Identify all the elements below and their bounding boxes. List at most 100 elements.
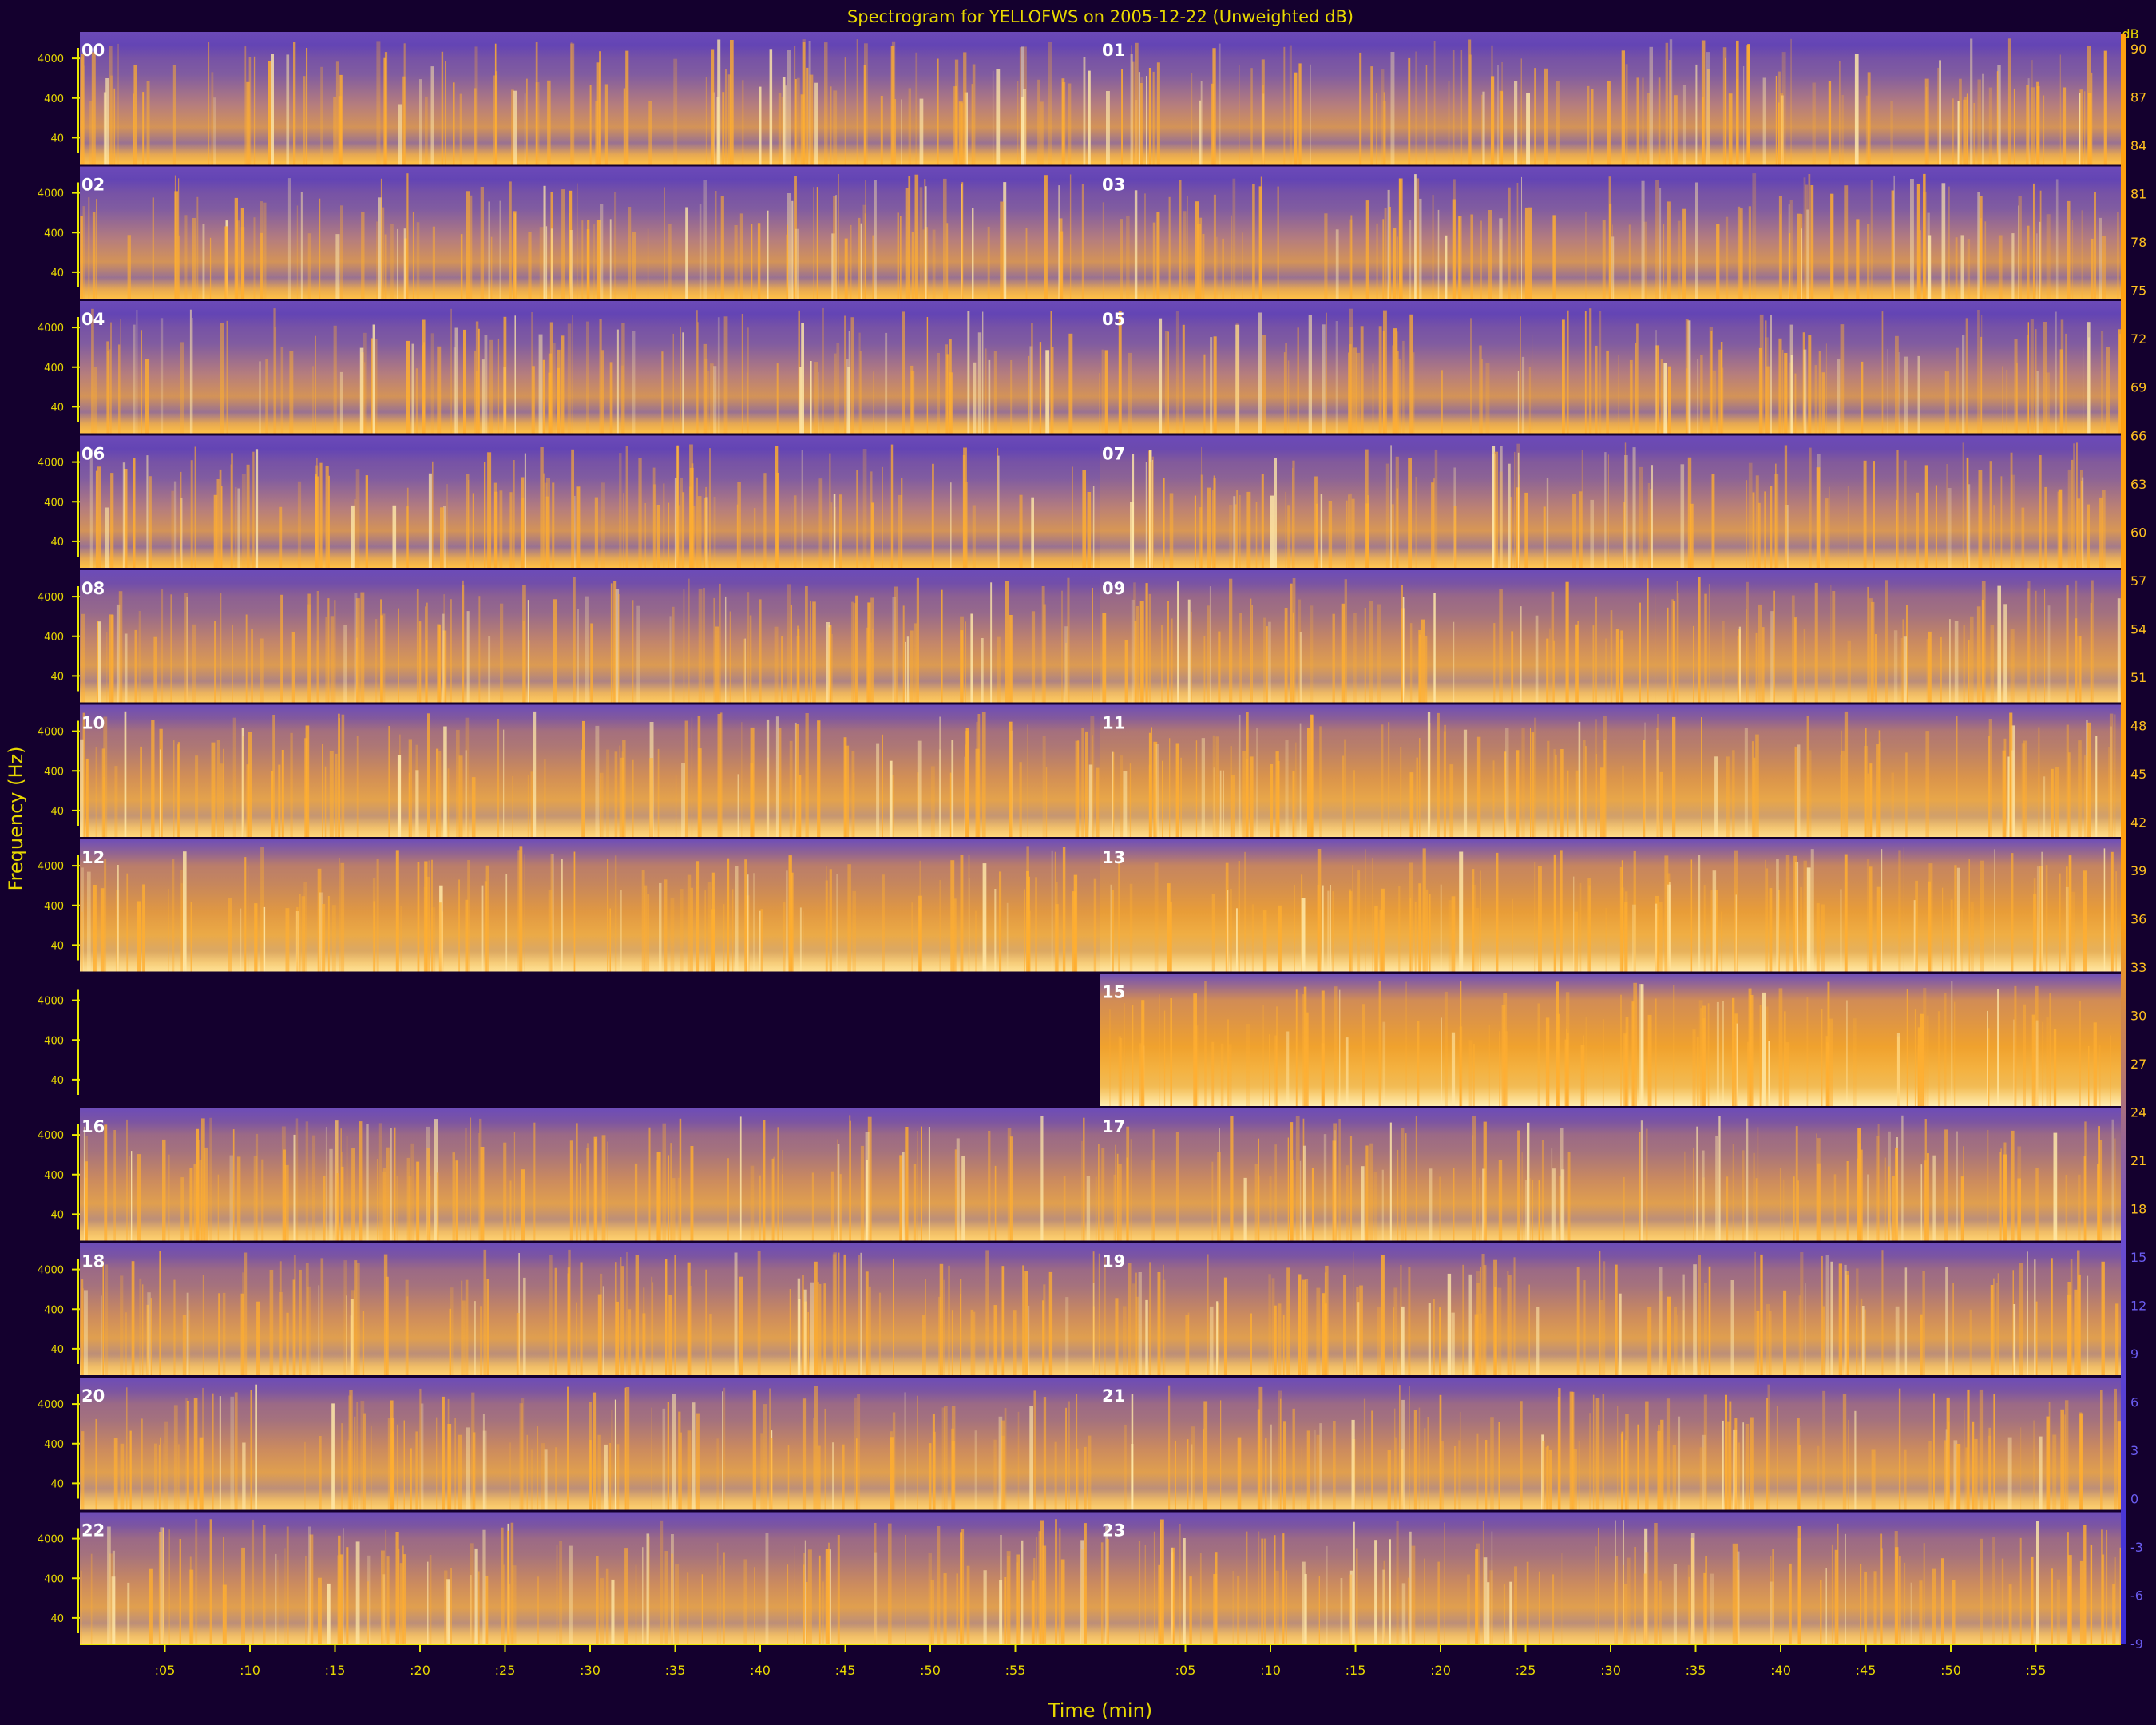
energy-streak xyxy=(677,505,680,568)
energy-streak xyxy=(1605,638,1607,703)
energy-streak xyxy=(1217,1152,1221,1241)
energy-streak xyxy=(1123,1306,1127,1375)
energy-streak xyxy=(554,1267,557,1375)
time-tick-label: :10 xyxy=(1260,1663,1281,1678)
energy-streak xyxy=(1024,889,1025,972)
energy-streak xyxy=(569,213,570,299)
energy-streak xyxy=(717,39,721,165)
energy-streak xyxy=(1738,626,1741,703)
energy-streak xyxy=(339,858,340,972)
energy-streak xyxy=(1517,1130,1520,1241)
hour-label: 05 xyxy=(1102,310,1125,329)
energy-streak xyxy=(331,905,336,972)
energy-streak xyxy=(168,1529,170,1644)
energy-streak xyxy=(1232,1571,1234,1644)
energy-streak xyxy=(865,1271,869,1375)
energy-streak xyxy=(1215,1552,1218,1644)
energy-streak xyxy=(1585,746,1587,837)
energy-streak xyxy=(771,1438,773,1510)
energy-streak xyxy=(1734,1013,1738,1106)
energy-streak xyxy=(312,366,315,434)
energy-streak xyxy=(1702,1017,1706,1106)
energy-streak xyxy=(2018,196,2022,299)
energy-streak xyxy=(1615,1556,1619,1644)
energy-streak xyxy=(1830,585,1832,703)
energy-streak xyxy=(1266,626,1268,703)
energy-streak xyxy=(1751,741,1754,837)
energy-streak xyxy=(338,1535,341,1644)
energy-streak xyxy=(411,343,414,434)
energy-streak xyxy=(939,1263,944,1375)
energy-streak xyxy=(1655,345,1659,434)
energy-streak xyxy=(1444,991,1448,1106)
energy-streak xyxy=(349,1390,353,1510)
energy-streak xyxy=(322,904,326,972)
energy-streak xyxy=(256,1301,260,1375)
energy-streak xyxy=(1842,1394,1847,1510)
energy-streak xyxy=(933,1431,936,1510)
energy-streak xyxy=(878,1292,882,1375)
energy-streak xyxy=(1521,728,1525,837)
energy-streak xyxy=(1941,183,1946,299)
energy-streak xyxy=(713,496,716,568)
energy-streak xyxy=(595,101,599,165)
energy-streak xyxy=(2013,1019,2015,1106)
frequency-tick-label: 4000 xyxy=(38,592,64,604)
energy-streak xyxy=(428,860,430,972)
energy-streak xyxy=(1437,209,1440,299)
energy-streak xyxy=(462,585,465,703)
energy-streak xyxy=(1624,891,1628,972)
energy-streak xyxy=(1112,751,1114,837)
energy-streak xyxy=(557,367,560,434)
energy-streak xyxy=(1250,68,1253,165)
energy-streak xyxy=(475,321,479,434)
energy-streak xyxy=(1191,73,1193,165)
energy-streak xyxy=(537,1576,540,1644)
frequency-tick-label: 40 xyxy=(50,1613,64,1625)
energy-streak xyxy=(1229,505,1233,568)
energy-streak xyxy=(305,1556,307,1644)
energy-streak xyxy=(1001,1266,1005,1375)
energy-streak xyxy=(1302,1561,1306,1644)
frequency-tick-label: 400 xyxy=(44,93,64,105)
energy-streak xyxy=(1800,887,1803,972)
energy-streak xyxy=(1082,470,1086,568)
energy-streak xyxy=(1990,625,1995,703)
energy-streak xyxy=(1747,1041,1750,1106)
energy-streak xyxy=(202,224,205,299)
energy-streak xyxy=(1721,911,1723,972)
energy-streak xyxy=(775,716,779,837)
energy-streak xyxy=(1334,986,1338,1106)
energy-streak xyxy=(1865,95,1869,165)
energy-streak xyxy=(570,42,573,165)
colorbar-tick-label: 24 xyxy=(2130,1104,2146,1120)
energy-streak xyxy=(97,466,101,568)
energy-streak xyxy=(1270,764,1274,837)
energy-streak xyxy=(2091,580,2094,703)
energy-streak xyxy=(279,1292,283,1375)
energy-streak xyxy=(1758,502,1761,568)
energy-streak xyxy=(1856,219,1860,299)
frequency-tick-label: 400 xyxy=(44,363,64,375)
energy-streak xyxy=(1970,901,1974,972)
energy-streak xyxy=(209,1117,212,1241)
energy-streak xyxy=(917,740,922,837)
energy-streak xyxy=(1042,1545,1047,1644)
energy-streak xyxy=(696,477,698,568)
energy-streak xyxy=(424,861,428,972)
energy-streak xyxy=(1579,491,1583,568)
energy-streak xyxy=(1481,359,1483,434)
energy-streak xyxy=(734,1252,738,1375)
energy-streak xyxy=(906,636,910,703)
energy-streak xyxy=(1129,763,1132,837)
energy-streak xyxy=(1009,721,1013,837)
energy-streak xyxy=(436,1417,438,1510)
energy-streak xyxy=(442,613,445,703)
energy-streak xyxy=(1669,39,1673,165)
energy-streak xyxy=(619,453,622,568)
energy-streak xyxy=(610,583,613,703)
energy-streak xyxy=(1162,1279,1166,1375)
energy-streak xyxy=(490,236,493,299)
energy-streak xyxy=(890,46,895,165)
energy-streak xyxy=(1298,599,1302,703)
